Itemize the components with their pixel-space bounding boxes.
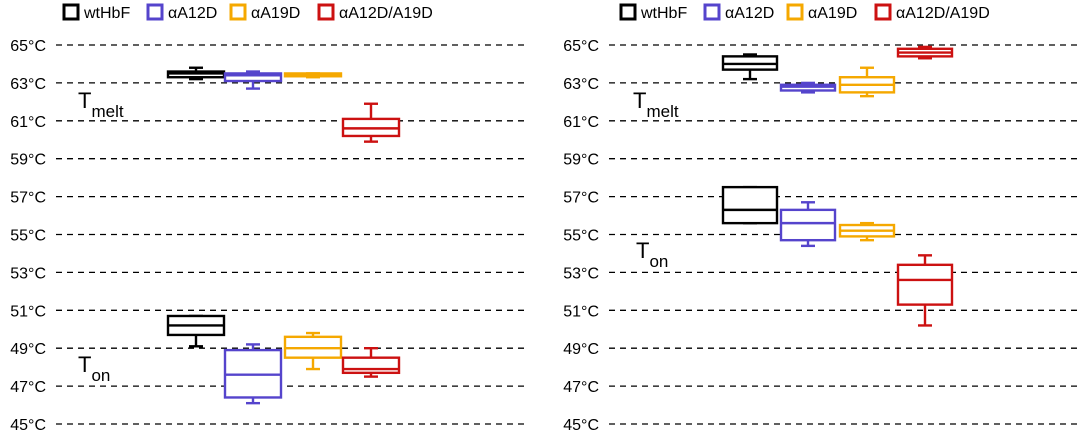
y-tick-label: 47°C (563, 379, 599, 396)
annotation-sub: on (649, 252, 668, 271)
legend-swatch-wthbf (62, 3, 80, 21)
y-tick-label: 63°C (563, 76, 599, 93)
legend-swatch-aa12d-a19d (874, 3, 892, 21)
y-tick-label: 53°C (563, 265, 599, 282)
legend-swatch-aa12d-a19d (317, 3, 335, 21)
box-ton-aa19d (838, 221, 896, 242)
box-ton-aa12d (223, 343, 283, 405)
box-ton-wthbf (721, 185, 779, 225)
legend-label-wthbf: wtHbF (640, 5, 687, 22)
legend-label-aa12d-a19d: αA12D/A19D (896, 5, 990, 22)
box-iqr (721, 185, 779, 225)
box-tmelt-wthbf (166, 66, 226, 81)
box-tmelt-aa12d (223, 70, 283, 90)
box-tmelt-aa19d (838, 66, 896, 98)
legend-swatch-aa12d (146, 3, 164, 21)
annotation-t-melt: Tmelt (78, 88, 124, 121)
annotation-main: T (78, 88, 91, 113)
legend-label-aa19d: αA19D (251, 5, 300, 22)
legend-swatch-aa12d (703, 3, 721, 21)
legend-label-wthbf: wtHbF (83, 5, 130, 22)
box-tmelt-aa12d-a19d (896, 45, 954, 60)
y-tick-label: 55°C (563, 228, 599, 245)
y-tick-label: 63°C (10, 76, 46, 93)
y-tick-label: 61°C (563, 114, 599, 131)
right-panel: 45°C 47°C 49°C 51°C 53°C 55°C 57°C 59°C 61°C 63°C… (563, 3, 1078, 434)
y-tick-label: 51°C (563, 303, 599, 320)
y-tick-label: 49°C (563, 341, 599, 358)
legend-label-aa19d: αA19D (808, 5, 857, 22)
y-tick-label: 57°C (563, 190, 599, 207)
y-tick-label: 61°C (10, 114, 46, 131)
left-panel: 45°C 47°C 49°C 51°C 53°C 55°C 57°C 59°C 61°C 63°C… (10, 3, 525, 434)
annotation-main: T (633, 88, 646, 113)
box-tmelt-aa12d-a19d (341, 102, 401, 143)
box-ton-wthbf (166, 314, 226, 348)
annotation-sub: on (91, 366, 110, 385)
y-tick-label: 53°C (10, 265, 46, 282)
annotation-main: T (636, 238, 649, 263)
box-iqr (223, 72, 283, 83)
legend-label-aa12d: αA12D (725, 5, 774, 22)
annotation-main: T (78, 352, 91, 377)
box-iqr (341, 356, 401, 375)
box-ton-aa12d-a19d (896, 254, 954, 327)
box-iqr (779, 208, 837, 242)
box-tmelt-aa19d (283, 72, 343, 79)
legend-swatch-aa19d (786, 3, 804, 21)
annotation-t-melt: Tmelt (633, 88, 679, 121)
annotation-t-on: Ton (636, 238, 668, 271)
y-tick-label: 55°C (10, 228, 46, 245)
y-tick-label: 51°C (10, 303, 46, 320)
y-tick-label: 65°C (563, 38, 599, 55)
legend-label-aa12d: αA12D (168, 5, 217, 22)
y-tick-label: 47°C (10, 379, 46, 396)
y-tick-label: 57°C (10, 190, 46, 207)
y-tick-label: 59°C (10, 152, 46, 169)
y-tick-label: 49°C (10, 341, 46, 358)
box-ton-aa12d-a19d (341, 347, 401, 378)
legend-swatch-wthbf (619, 3, 637, 21)
y-tick-label: 45°C (10, 417, 46, 434)
annotation-t-on: Ton (78, 352, 110, 385)
box-iqr (896, 263, 954, 306)
legend-swatch-aa19d (229, 3, 247, 21)
y-tick-label: 45°C (563, 417, 599, 434)
box-ton-aa12d (779, 201, 837, 248)
box-ton-aa19d (283, 331, 343, 371)
y-tick-label: 59°C (563, 152, 599, 169)
box-tmelt-aa12d (779, 81, 837, 94)
box-tmelt-wthbf (721, 53, 779, 81)
annotation-sub: melt (91, 102, 123, 121)
legend-label-aa12d-a19d: αA12D/A19D (339, 5, 433, 22)
annotation-sub: melt (646, 102, 678, 121)
y-tick-label: 65°C (10, 38, 46, 55)
